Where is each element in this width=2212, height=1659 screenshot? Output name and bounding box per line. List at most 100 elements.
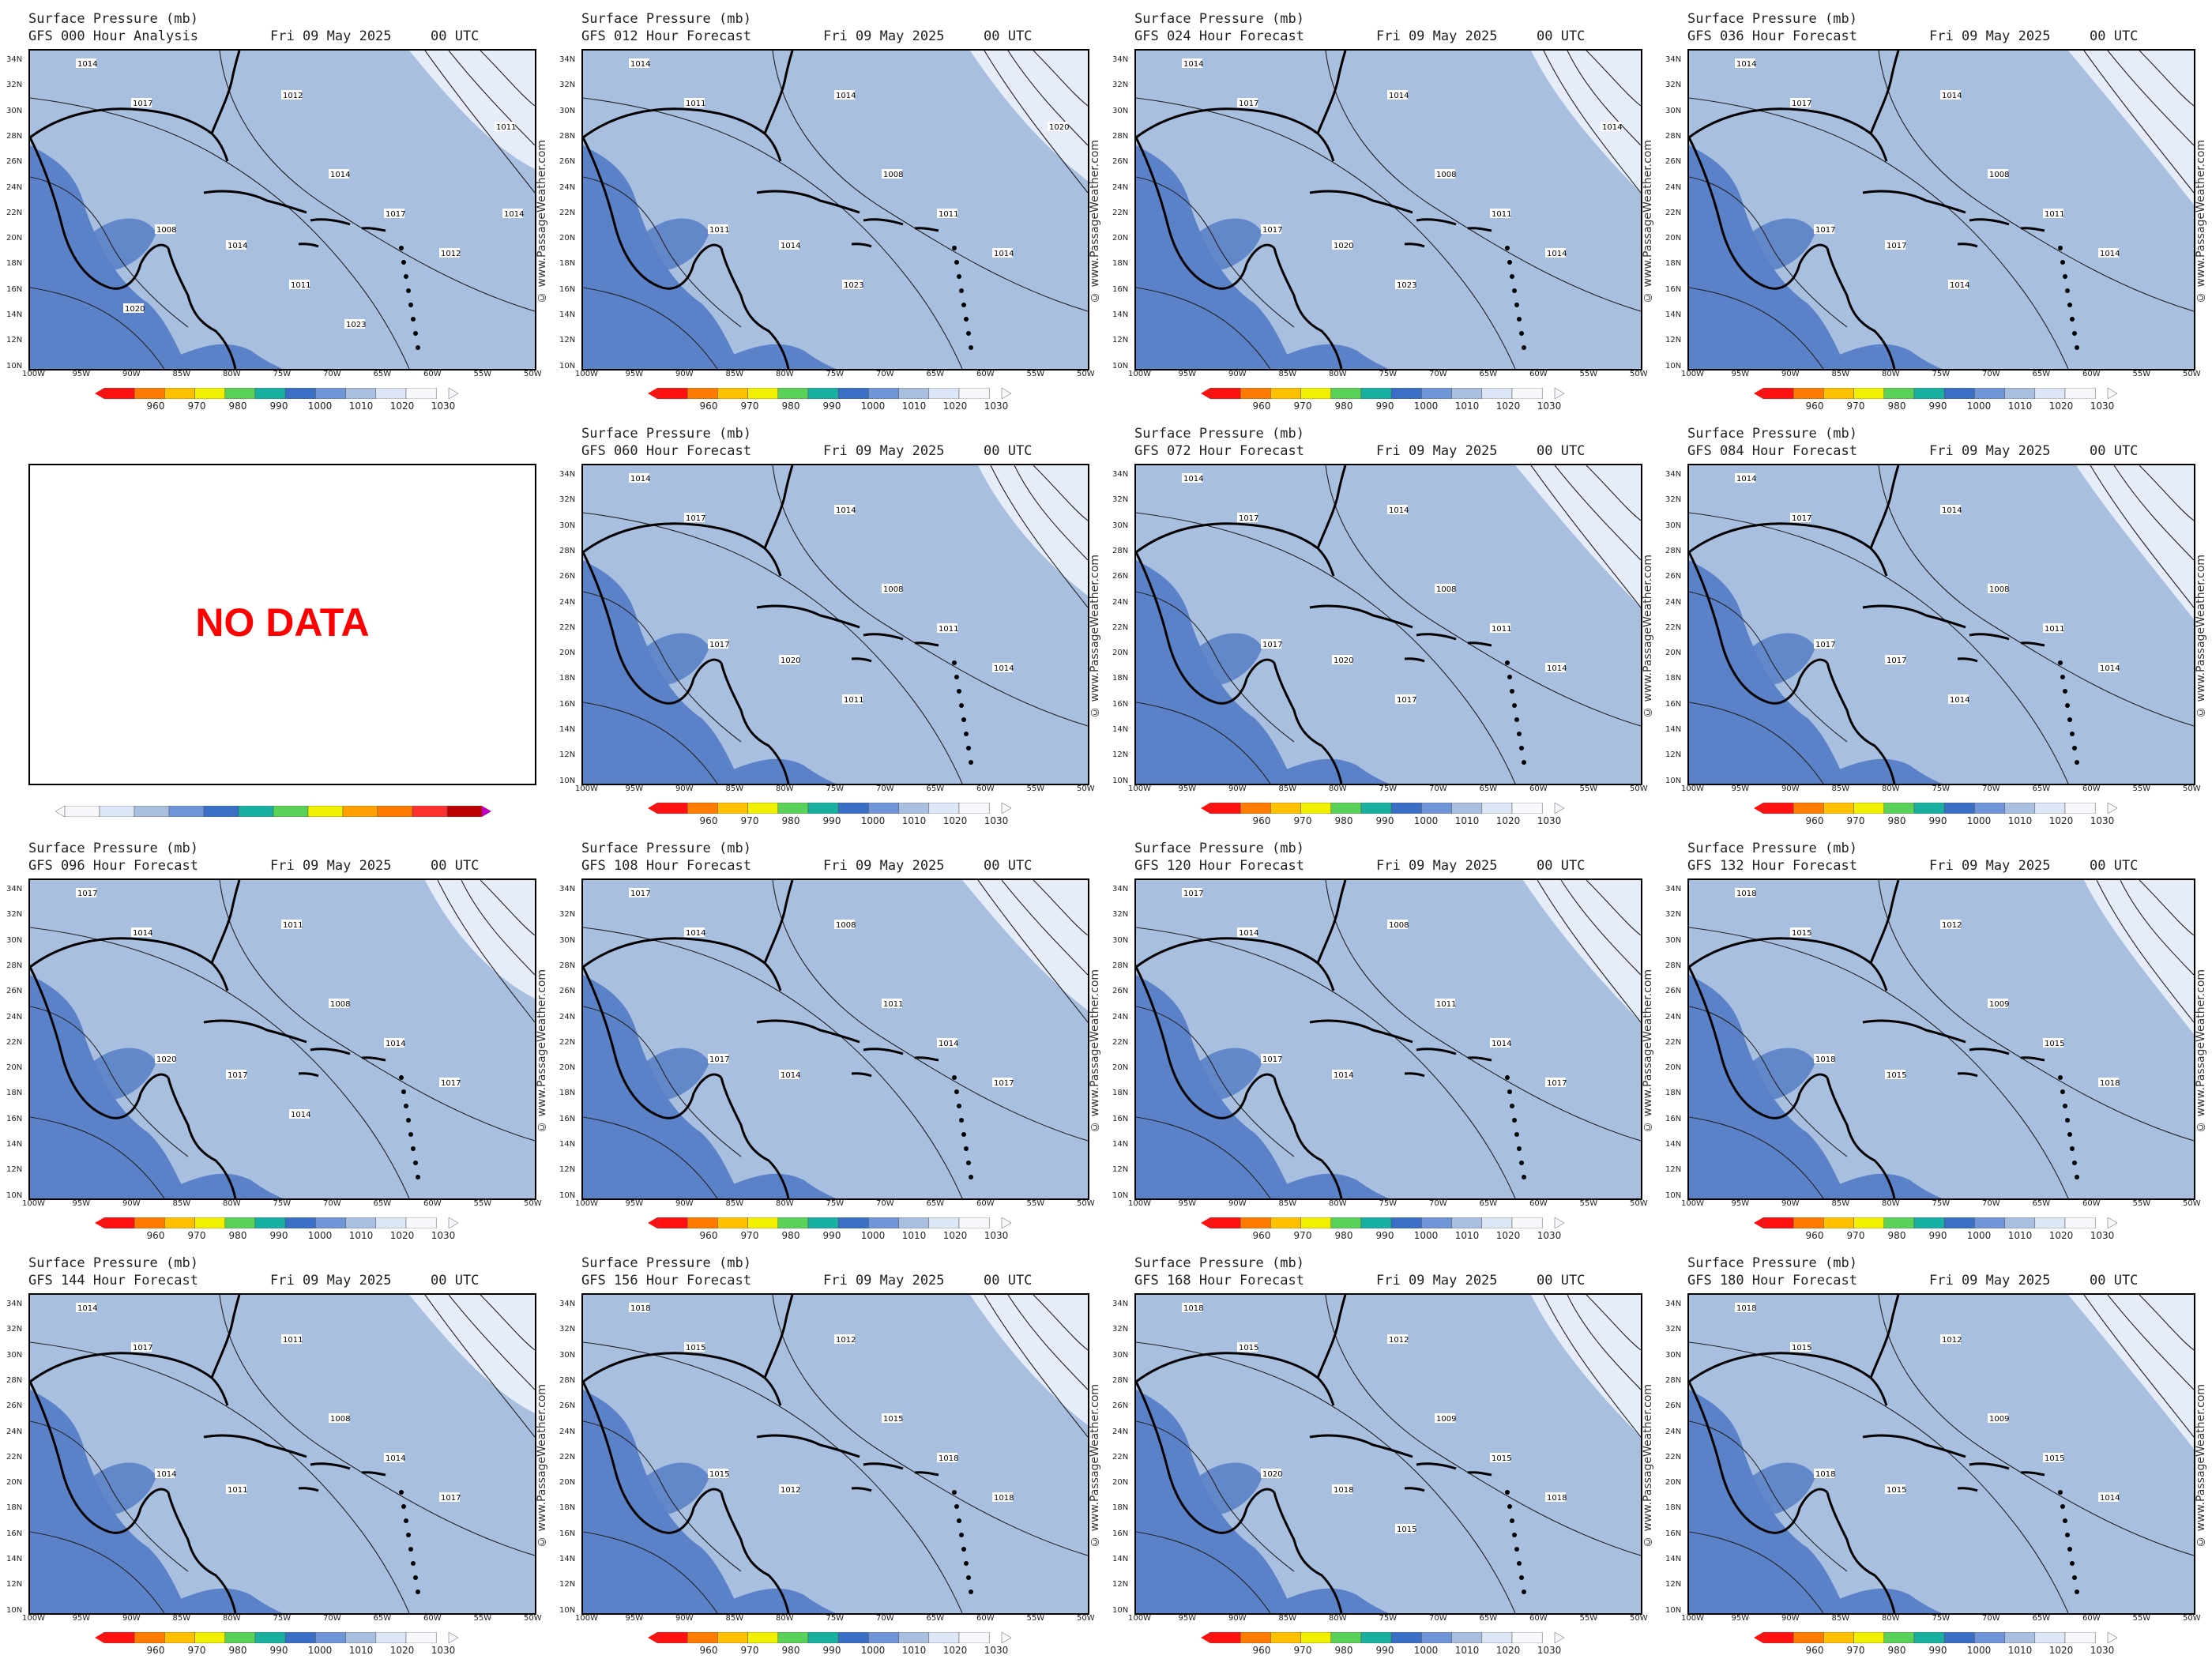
- coastline: [1136, 966, 1276, 1119]
- lat-tick-label: 18N: [1112, 674, 1129, 683]
- pressure-map: 1014 1011 1014 1008 1011 1014 1011 1014 1023 1020: [581, 49, 1089, 371]
- colorbar-tick-label: 1000: [1966, 401, 1992, 412]
- lon-tick-label: 85W: [1831, 784, 1850, 793]
- lat-tick-label: 28N: [559, 546, 576, 555]
- pressure-label-bg: [1988, 169, 2008, 179]
- pressure-label-bg: [1988, 999, 2008, 1008]
- lon-tick-label: 75W: [1379, 370, 1398, 378]
- lon-tick-label: 55W: [1579, 1199, 1598, 1208]
- pressure-label-bg: [882, 999, 902, 1008]
- pressure-label-bg: [502, 209, 523, 218]
- colorbar-swatch: [747, 802, 779, 814]
- pressure-colorbar: [95, 387, 459, 400]
- colorbar-tick-label: 1030: [984, 401, 1009, 412]
- lat-tick-label: 34N: [559, 470, 576, 479]
- lon-tick-label: 75W: [826, 370, 845, 378]
- panel-subtitle: GFS 156 Hour Forecast: [581, 1273, 751, 1288]
- colorbar-swatch: [1974, 387, 2005, 400]
- colorbar-swatch: [284, 387, 316, 400]
- lon-tick-label: 55W: [1579, 784, 1598, 793]
- colorbar-tick-label: 990: [269, 401, 288, 412]
- colorbar-swatch: [717, 1217, 748, 1229]
- isobar-line: [583, 591, 742, 743]
- pressure-label: 1014: [133, 929, 152, 938]
- lon-tick-label: 80W: [1329, 784, 1347, 793]
- pressure-label-bg: [155, 224, 175, 234]
- isobar-line: [1560, 880, 1641, 976]
- pressure-label-bg: [1332, 1070, 1352, 1079]
- colorbar-tick-label: 1000: [860, 1645, 886, 1656]
- isobar-line: [1136, 1341, 1516, 1613]
- island-mark: [1510, 689, 1514, 694]
- low-pressure-zone: [149, 344, 283, 369]
- colorbar-tick-label: 1030: [1537, 1230, 1562, 1241]
- island-mark: [1519, 331, 1524, 336]
- island-mark: [959, 288, 964, 293]
- pressure-label-bg: [1237, 927, 1258, 937]
- lat-tick-label: 14N: [559, 725, 576, 734]
- colorbar-tick-label: 960: [1252, 1645, 1271, 1656]
- panel-date: Fri 09 May 2025: [823, 1273, 945, 1288]
- lat-tick-label: 12N: [559, 1165, 576, 1175]
- forecast-panel: Surface Pressure (mb) GFS 096 Hour Foreca…: [0, 830, 553, 1244]
- low-pressure-zone: [1736, 1462, 1815, 1516]
- colorbar-arrow-right: [448, 1631, 459, 1644]
- island-mark: [1517, 1146, 1522, 1151]
- pressure-label: 1015: [1397, 1525, 1416, 1534]
- isobar-line: [480, 880, 535, 936]
- pressure-label: 1017: [709, 1055, 729, 1064]
- pressure-label: 1011: [496, 123, 516, 132]
- pressure-label: 1017: [1887, 656, 1906, 665]
- coastline: [1316, 1295, 1347, 1379]
- colorbar-swatch: [2004, 1631, 2036, 1644]
- isobar-line: [1586, 465, 1641, 521]
- coastline: [914, 227, 939, 232]
- isobar-line: [2139, 880, 2194, 936]
- isobar-line: [1878, 465, 2194, 727]
- coastline: [298, 243, 319, 248]
- coastline: [1689, 966, 1829, 1119]
- colorbar-swatch: [656, 802, 688, 814]
- coastline: [720, 1077, 790, 1198]
- island-mark: [966, 1161, 971, 1165]
- credit-watermark: © www.PassageWeather.com: [1089, 969, 1101, 1133]
- panel-utc: 00 UTC: [2090, 443, 2139, 459]
- coastline: [298, 1072, 319, 1078]
- colorbar-arrow-left: [1201, 388, 1210, 399]
- colorbar-tick-label: 970: [1846, 1230, 1865, 1241]
- pressure-label-bg: [1988, 1413, 2008, 1423]
- pressure-label: 1023: [1397, 281, 1416, 290]
- coastline: [851, 243, 872, 248]
- colorbar-swatch: [2004, 1217, 2036, 1229]
- lat-tick-label: 30N: [1665, 1350, 1682, 1360]
- isobar-line: [1007, 1295, 1088, 1390]
- lat-tick-label: 34N: [6, 1300, 23, 1308]
- coastline: [851, 657, 872, 663]
- isobar-line: [772, 880, 1088, 1142]
- pressure-label-bg: [329, 999, 349, 1008]
- low-pressure-zone: [630, 633, 709, 687]
- lon-tick-label: 85W: [725, 1614, 744, 1623]
- colorbar-arrow-right: [2107, 1217, 2118, 1229]
- colorbar-swatch: [1823, 387, 1854, 400]
- coastline: [756, 604, 860, 629]
- pressure-label-bg: [2098, 248, 2119, 258]
- lat-tick-label: 32N: [1665, 495, 1682, 505]
- colorbar-swatch: [1511, 1217, 1543, 1229]
- island-mark: [952, 246, 957, 250]
- isobar-line: [1554, 465, 1641, 561]
- pressure-colorbar: [648, 387, 1012, 400]
- colorbar-swatch: [928, 1631, 960, 1644]
- pressure-label-bg: [1988, 584, 2008, 593]
- lon-tick-label: 90W: [122, 370, 141, 378]
- lat-tick-label: 26N: [6, 987, 23, 996]
- pressure-label: 1018: [1736, 890, 1756, 898]
- lon-tick-label: 70W: [876, 1614, 894, 1623]
- pressure-map: 1014 1017 1014 1008 1011 1014 1017 1020 1023 1014: [1134, 49, 1642, 371]
- lat-tick-label: 12N: [1665, 1580, 1682, 1589]
- lat-tick-label: 28N: [6, 961, 23, 970]
- isobar-line: [30, 927, 410, 1198]
- isobar-line: [219, 880, 535, 1142]
- isobar-line: [772, 465, 1088, 727]
- lon-tick-label: 55W: [473, 370, 492, 378]
